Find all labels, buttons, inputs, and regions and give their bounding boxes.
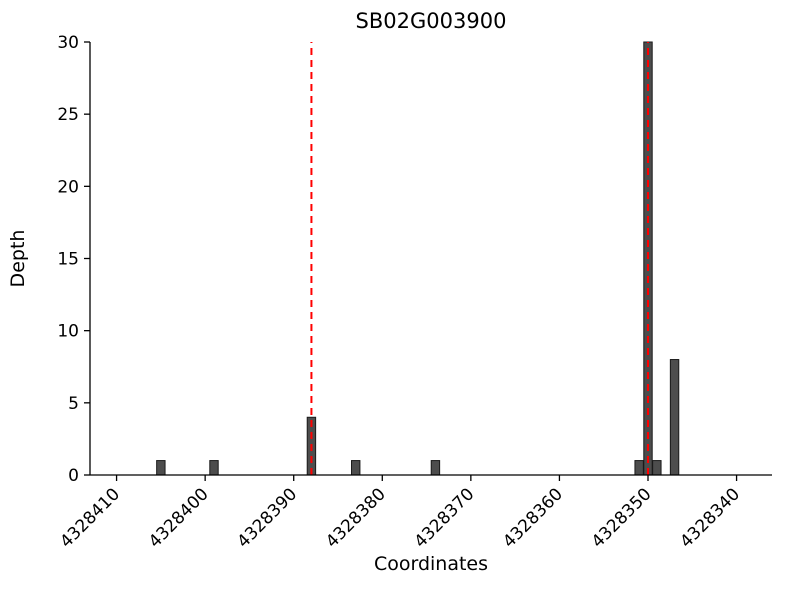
y-tick-label: 15 (57, 250, 79, 270)
y-tick-label: 10 (57, 322, 79, 342)
x-tick-label: 4328340 (676, 484, 744, 552)
y-tick-label: 0 (68, 466, 79, 486)
bar (634, 460, 644, 476)
x-tick-label: 4328390 (234, 484, 302, 552)
bar (351, 460, 361, 476)
x-tick-label: 4328370 (411, 484, 479, 552)
y-tick-label: 30 (57, 33, 79, 53)
x-tick-label: 4328360 (499, 484, 567, 552)
x-axis-label: Coordinates (374, 553, 488, 575)
y-tick-label: 5 (68, 394, 79, 414)
x-tick-label: 4328380 (322, 484, 390, 552)
bar (430, 460, 441, 476)
x-tick-label: 4328410 (56, 484, 124, 552)
bar (209, 460, 219, 476)
bar (652, 460, 662, 476)
bar (156, 460, 166, 476)
y-axis-label: Depth (7, 230, 29, 288)
bar (669, 359, 680, 476)
y-tick-label: 20 (57, 177, 79, 197)
x-tick-label: 4328350 (588, 484, 656, 552)
chart-title: SB02G003900 (356, 9, 507, 33)
x-tick-label: 4328400 (145, 484, 213, 552)
y-tick-label: 25 (57, 105, 79, 125)
